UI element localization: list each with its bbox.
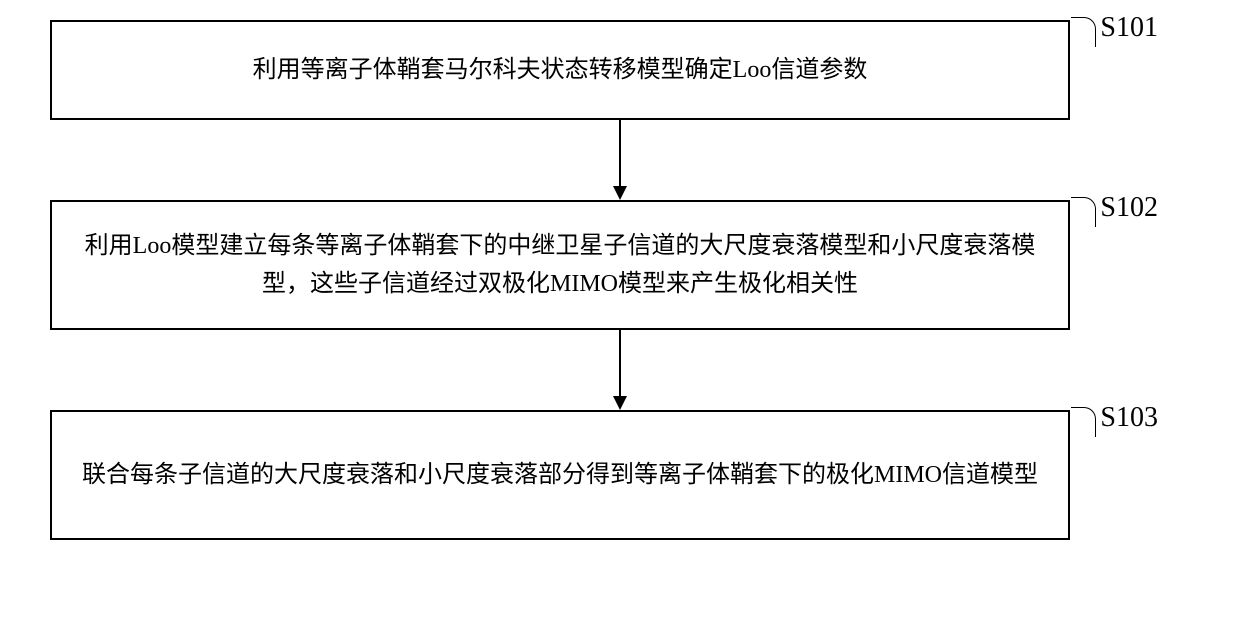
arrow-down-icon [605,120,635,200]
step-text-1: 利用等离子体鞘套马尔科夫状态转移模型确定Loo信道参数 [253,51,868,89]
arrow-1-container [50,120,1190,200]
connector-line-1 [1071,17,1096,47]
step-label-2: S102 [1100,192,1158,224]
flowchart-step-3: S103 联合每条子信道的大尺度衰落和小尺度衰落部分得到等离子体鞘套下的极化MI… [50,410,1070,540]
flowchart-step-1: S101 利用等离子体鞘套马尔科夫状态转移模型确定Loo信道参数 [50,20,1070,120]
step-label-3: S103 [1100,402,1158,434]
connector-line-2 [1071,197,1096,227]
step-text-3: 联合每条子信道的大尺度衰落和小尺度衰落部分得到等离子体鞘套下的极化MIMO信道模… [82,456,1038,494]
step-text-2: 利用Loo模型建立每条等离子体鞘套下的中继卫星子信道的大尺度衰落模型和小尺度衰落… [82,227,1038,304]
arrow-2-container [50,330,1190,410]
flowchart-container: S101 利用等离子体鞘套马尔科夫状态转移模型确定Loo信道参数 S102 利用… [50,20,1190,540]
step-label-1: S101 [1100,12,1158,44]
flowchart-step-2: S102 利用Loo模型建立每条等离子体鞘套下的中继卫星子信道的大尺度衰落模型和… [50,200,1070,330]
connector-line-3 [1071,407,1096,437]
arrow-down-icon [605,330,635,410]
